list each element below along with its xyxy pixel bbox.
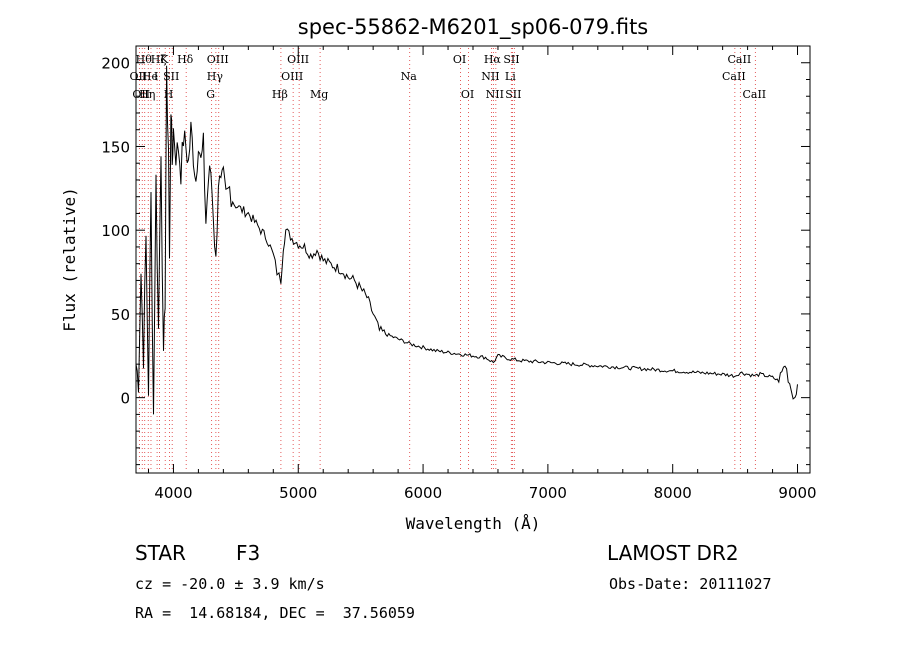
line-marker-label: CaII <box>722 70 746 83</box>
line-marker-label: I <box>154 70 158 83</box>
x-tick-label: 7000 <box>529 484 567 502</box>
line-marker-label: OII <box>130 70 148 83</box>
line-marker-label: SII <box>503 53 519 66</box>
line-marker-label: He <box>142 70 158 83</box>
x-tick-label: 9000 <box>778 484 816 502</box>
line-marker-label: OI <box>461 88 474 101</box>
line-marker-label: K <box>160 53 169 66</box>
obs-date-text: Obs-Date: 20111027 <box>609 575 772 593</box>
y-tick-label: 100 <box>101 222 130 240</box>
line-marker-label: Na <box>401 70 418 83</box>
line-marker-label: OIII <box>287 53 309 66</box>
line-marker-label: OII <box>132 88 150 101</box>
line-marker-label: Hθ <box>136 53 153 66</box>
x-axis-label: Wavelength (Å) <box>406 514 541 533</box>
line-marker-label: Hζ <box>151 53 167 66</box>
line-marker-label: SII <box>163 70 179 83</box>
y-tick-label: 0 <box>120 390 130 408</box>
coordinates-text: RA = 14.68184, DEC = 37.56059 <box>135 604 415 622</box>
y-tick-label: 50 <box>111 306 130 324</box>
line-marker-label: Li <box>505 70 516 83</box>
line-marker-label: Hβ <box>272 88 288 101</box>
y-tick-label: 200 <box>101 55 130 73</box>
line-marker-label: Hδ <box>177 53 194 66</box>
chart-title: spec-55862-M6201_sp06-079.fits <box>298 15 649 40</box>
line-marker-label: Hγ <box>207 70 224 83</box>
line-marker-label: G <box>206 88 215 101</box>
line-marker-label: H <box>164 88 174 101</box>
y-tick-label: 150 <box>101 138 130 156</box>
x-tick-label: 6000 <box>404 484 442 502</box>
plot-frame <box>135 45 811 474</box>
redshift-text: cz = -20.0 ± 3.9 km/s <box>135 575 325 593</box>
line-marker-label: OI <box>453 53 466 66</box>
line-marker-label: OIII <box>281 70 303 83</box>
line-marker-label: NII <box>481 70 499 83</box>
line-marker-label: Hη <box>139 88 155 101</box>
spectrum-line <box>135 65 798 415</box>
line-marker-label: Mg <box>310 88 328 101</box>
y-axis-label: Flux (relative) <box>60 187 79 332</box>
line-marker-label: CaII <box>728 53 752 66</box>
x-tick-label: 8000 <box>654 484 692 502</box>
x-tick-label: 4000 <box>154 484 192 502</box>
line-marker-label: CaII <box>742 88 766 101</box>
x-tick-label: 5000 <box>279 484 317 502</box>
line-marker-label: Hα <box>484 53 502 66</box>
line-marker-label: NII <box>486 88 504 101</box>
object-subclass: F3 <box>236 541 261 565</box>
survey-label: LAMOST DR2 <box>607 541 739 565</box>
line-marker-label: OIII <box>207 53 229 66</box>
line-marker-label: SII <box>505 88 521 101</box>
object-class: STAR <box>135 541 186 565</box>
